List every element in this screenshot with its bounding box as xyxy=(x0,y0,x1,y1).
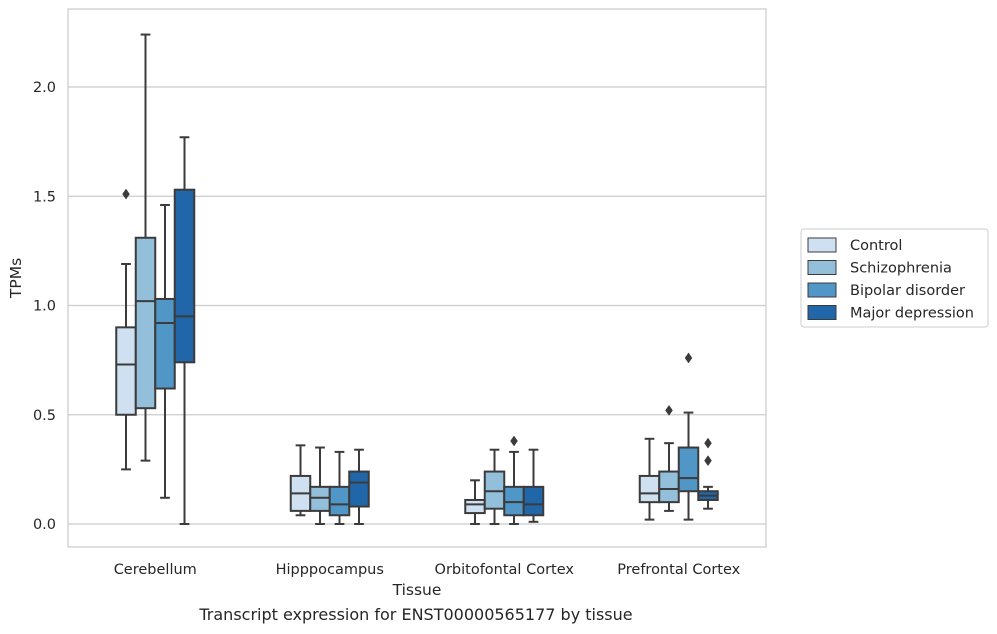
box-iqr xyxy=(115,326,137,416)
category-group xyxy=(115,33,196,525)
y-axis-title: TPMs xyxy=(7,258,25,299)
box xyxy=(134,33,157,462)
legend-label: Major depression xyxy=(850,306,974,322)
category-group xyxy=(289,444,370,525)
legend: Control Schizophrenia Bipolar disorder Majo… xyxy=(800,228,989,328)
box xyxy=(503,435,525,525)
box xyxy=(522,448,545,523)
box-iqr xyxy=(677,446,700,493)
box xyxy=(697,437,719,510)
box-iqr xyxy=(154,297,176,390)
y-tick-label: 1.5 xyxy=(33,189,56,205)
box-iqr xyxy=(638,474,661,504)
y-tick-label: 0.5 xyxy=(33,408,56,424)
box-iqr xyxy=(658,470,680,504)
plot-area-frame xyxy=(67,8,767,548)
box xyxy=(638,437,661,521)
figure-caption: Transcript expression for ENST0000056517… xyxy=(199,605,633,624)
y-tick-labels: 0.0 0.5 1.0 1.5 2.0 xyxy=(33,80,56,533)
box xyxy=(154,203,176,499)
x-tick-label: Orbitofontal Cortex xyxy=(435,562,575,578)
box xyxy=(677,352,700,521)
outlier-point xyxy=(684,352,693,364)
box-iqr xyxy=(483,470,506,510)
legend-label: Control xyxy=(850,238,902,254)
x-axis-title: Tissue xyxy=(392,581,442,599)
box-iqr xyxy=(348,470,370,508)
category-group xyxy=(464,435,545,525)
outlier-point xyxy=(704,455,712,467)
outlier-point xyxy=(704,437,712,449)
box xyxy=(464,479,486,525)
legend-label: Schizophrenia xyxy=(850,261,952,277)
box xyxy=(328,450,351,525)
x-tick-label: Cerebellum xyxy=(114,562,197,578)
legend-label: Bipolar disorder xyxy=(850,283,965,299)
box xyxy=(483,448,506,525)
legend-swatch xyxy=(807,305,837,320)
box-iqr xyxy=(328,485,351,517)
box-iqr xyxy=(503,485,525,517)
box xyxy=(173,136,196,525)
legend-swatch xyxy=(807,282,837,298)
box xyxy=(309,446,331,525)
box xyxy=(348,448,370,525)
y-tick-label: 2.0 xyxy=(33,80,56,96)
x-tick-label: Hipppocampus xyxy=(276,562,384,578)
legend-swatch xyxy=(807,237,837,253)
box xyxy=(658,404,680,512)
x-tick-label: Prefrontal Cortex xyxy=(617,562,740,578)
legend-frame xyxy=(800,228,989,328)
box-iqr xyxy=(309,485,331,512)
y-tick-label: 1.0 xyxy=(33,299,56,315)
category-group xyxy=(638,352,719,521)
y-tick-label: 0.0 xyxy=(33,517,56,533)
outlier-point xyxy=(510,435,518,447)
box-iqr xyxy=(173,188,196,364)
outlier-point xyxy=(665,404,673,416)
box-iqr xyxy=(464,498,486,515)
x-tick-labels: Cerebellum Hipppocampus Orbitofontal Corte… xyxy=(114,562,741,578)
box-series-layer xyxy=(115,33,719,525)
box-iqr xyxy=(522,485,545,517)
box-iqr xyxy=(134,236,157,410)
box xyxy=(115,188,137,471)
outlier-point xyxy=(122,188,130,200)
legend-swatch xyxy=(807,260,837,275)
box xyxy=(289,444,312,517)
